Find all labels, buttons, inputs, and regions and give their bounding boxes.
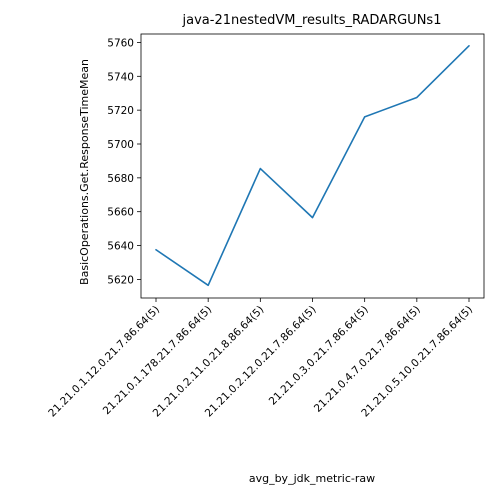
y-tick-label: 5740 <box>107 71 134 83</box>
axes-frame <box>140 33 485 299</box>
x-tick-label: 21.21.0.1.12.0.21.7.86.64(5) <box>46 304 162 420</box>
y-tick-label: 5680 <box>107 173 134 185</box>
x-tick-label: 21.21.0.2.12.0.21.7.86.64(5) <box>203 304 319 420</box>
x-tick-label: 21.21.0.1.178.21.7.86.64(5) <box>101 304 214 417</box>
y-tick-label: 5620 <box>107 274 134 286</box>
x-axis-label: avg_by_jdk_metric-raw <box>249 472 375 485</box>
x-tick-label: 21.21.0.4.7.0.21.7.86.64(5) <box>312 304 423 415</box>
chart-title: java-21nestedVM_results_RADARGUNs1 <box>182 13 442 28</box>
x-tick-label: 21.21.0.5.10.0.21.7.86.64(5) <box>359 304 475 420</box>
y-tick-label: 5760 <box>107 37 134 49</box>
x-tick-label: 21.21.0.2.11.0.21.8.86.64(5) <box>151 304 267 420</box>
y-tick-label: 5700 <box>107 139 134 151</box>
x-tick-label: 21.21.0.3.0.21.7.86.64(5) <box>267 304 371 408</box>
series-line <box>155 45 470 287</box>
y-tick-label: 5660 <box>107 207 134 219</box>
plot-area: 5620 5640 5660 5680 5700 5720 5740 5760 21.21.0.… <box>46 33 485 420</box>
y-axis-label: BasicOperations.Get.ResponseTimeMean <box>78 59 91 285</box>
y-tick-label: 5640 <box>107 241 134 253</box>
y-tick-label: 5720 <box>107 105 134 117</box>
